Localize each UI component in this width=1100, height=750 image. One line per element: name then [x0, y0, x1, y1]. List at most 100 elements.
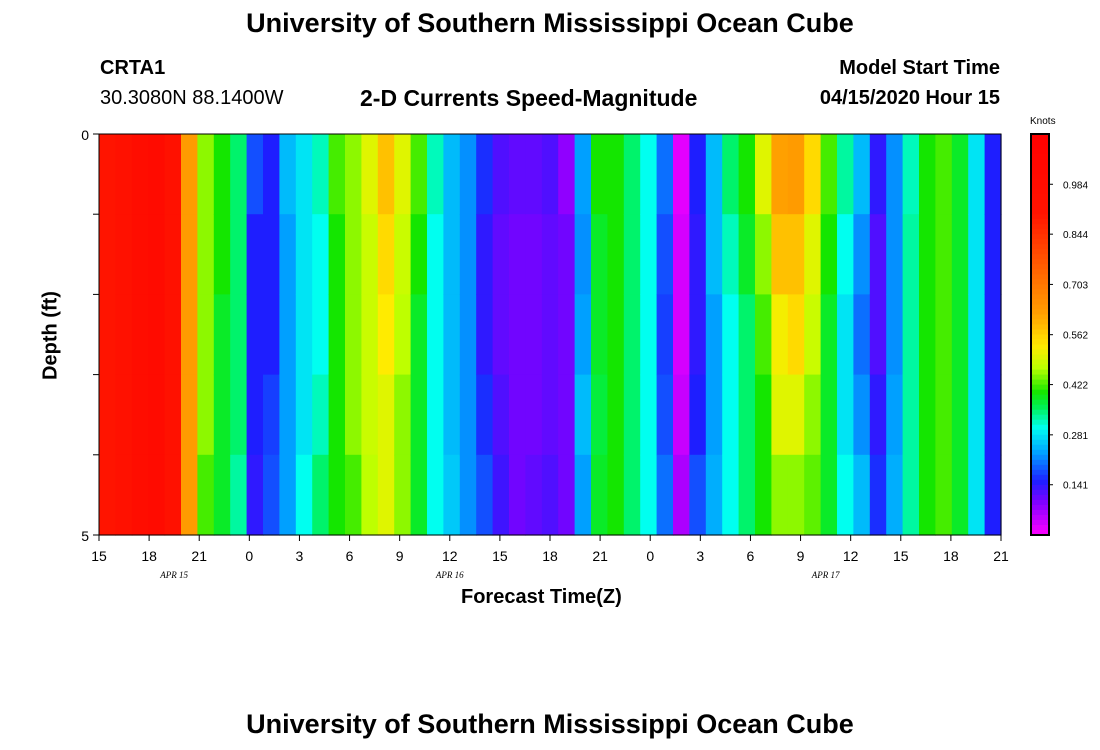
heatmap-cell	[656, 374, 674, 456]
heatmap-cell	[935, 134, 953, 215]
colorbar-segment	[1031, 409, 1049, 416]
colorbar-segment	[1031, 519, 1049, 526]
heatmap-cell	[312, 374, 330, 456]
heatmap-cell	[427, 374, 444, 456]
heatmap-cell	[345, 294, 362, 376]
colorbar-segment	[1031, 454, 1049, 461]
heatmap-cell	[558, 134, 576, 215]
colorbar-segment	[1031, 214, 1049, 220]
x-tick-label: 0	[646, 548, 654, 564]
heatmap-cell	[377, 134, 395, 215]
heatmap-cell	[787, 294, 805, 376]
heatmap-cell	[377, 294, 395, 376]
colorbar-segment	[1031, 234, 1049, 240]
colorbar-tick-label: 0.141	[1063, 481, 1088, 492]
heatmap-cell	[722, 294, 740, 376]
heatmap-cell	[886, 294, 904, 376]
heatmap-cell	[131, 134, 149, 215]
heatmap-cell	[837, 214, 854, 295]
heatmap-cell	[853, 134, 871, 215]
heatmap-cell	[213, 454, 231, 536]
colorbar-segment	[1031, 199, 1049, 205]
model-start-label: Model Start Time	[839, 57, 1000, 79]
colorbar-segment	[1031, 144, 1049, 150]
heatmap-cell	[902, 374, 920, 456]
heatmap-cell	[394, 214, 412, 295]
heatmap-cell	[755, 214, 772, 295]
heatmap-cell	[607, 454, 625, 536]
heatmap-cell	[902, 294, 920, 376]
colorbar-segment	[1031, 294, 1049, 301]
heatmap-cell	[164, 294, 182, 376]
heatmap-cell	[771, 454, 789, 536]
colorbar-segment	[1031, 434, 1049, 441]
heatmap-cell	[459, 374, 477, 456]
y-tick-label: 5	[81, 528, 89, 544]
heatmap-cell	[263, 134, 280, 215]
date-label: APR 17	[811, 570, 840, 580]
heatmap-cell	[246, 454, 264, 536]
heatmap-cell	[738, 374, 756, 456]
colorbar-segment	[1031, 239, 1049, 245]
heatmap-cell	[197, 294, 215, 376]
heatmap-cell	[295, 454, 313, 536]
heatmap-cell	[541, 454, 559, 536]
heatmap-cell	[640, 454, 658, 536]
colorbar-segment	[1031, 259, 1049, 265]
colorbar-segment	[1031, 244, 1049, 250]
heatmap-cells	[99, 134, 1002, 536]
heatmap-cell	[328, 294, 346, 376]
heatmap-cell	[148, 214, 166, 295]
heatmap-cell	[213, 214, 231, 295]
heatmap-cell	[230, 294, 248, 376]
heatmap-cell	[492, 454, 510, 536]
heatmap-cell	[771, 294, 789, 376]
heatmap-cell	[755, 294, 772, 376]
heatmap-cell	[984, 294, 1002, 376]
heatmap-cell	[919, 454, 936, 536]
colorbar-segment	[1031, 359, 1049, 366]
heatmap-cell	[377, 374, 395, 456]
heatmap-cell	[509, 454, 526, 536]
heatmap-cell	[410, 134, 428, 215]
heatmap-cell	[705, 454, 723, 536]
heatmap-cell	[394, 454, 412, 536]
heatmap-cell	[361, 294, 379, 376]
x-tick-label: 0	[245, 548, 253, 564]
heatmap-cell	[591, 374, 608, 456]
colorbar-segment	[1031, 469, 1049, 476]
colorbar-segment	[1031, 414, 1049, 421]
heatmap-cell	[492, 134, 510, 215]
heatmap-cell	[919, 294, 936, 376]
heatmap-cell	[689, 294, 707, 376]
heatmap-cell	[410, 454, 428, 536]
heatmap-cell	[722, 374, 740, 456]
x-tick-label: 9	[396, 548, 404, 564]
heatmap-cell	[656, 454, 674, 536]
heatmap-cell	[558, 454, 576, 536]
heatmap-cell	[968, 374, 986, 456]
heatmap-cell	[509, 374, 526, 456]
heatmap-cell	[869, 294, 887, 376]
heatmap-cell	[115, 454, 133, 536]
colorbar-segment	[1031, 154, 1049, 160]
heatmap-cell	[574, 214, 592, 295]
heatmap-cell	[131, 454, 149, 536]
heatmap-cell	[476, 214, 494, 295]
heatmap-cell	[525, 214, 543, 295]
heatmap-cell	[509, 294, 526, 376]
heatmap-cell	[820, 214, 838, 295]
x-tick-label: 15	[492, 548, 508, 564]
heatmap-cell	[705, 214, 723, 295]
heatmap-cell	[312, 134, 330, 215]
heatmap-cell	[181, 134, 198, 215]
heatmap-cell	[919, 134, 936, 215]
heatmap-cell	[181, 214, 198, 295]
heatmap-cell	[131, 214, 149, 295]
colorbar-segment	[1031, 209, 1049, 215]
heatmap-cell	[492, 214, 510, 295]
colorbar-segment	[1031, 369, 1049, 376]
colorbar-segment	[1031, 459, 1049, 466]
heatmap-cell	[902, 134, 920, 215]
